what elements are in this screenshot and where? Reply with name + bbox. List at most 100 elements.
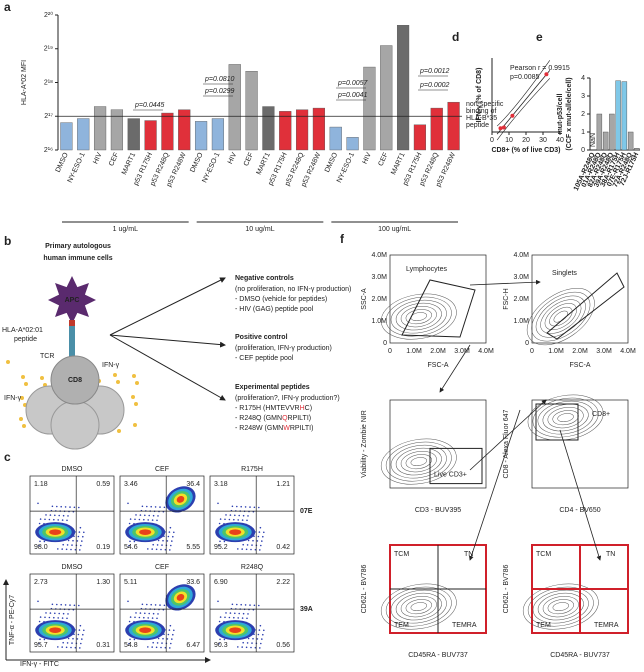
event (244, 506, 247, 508)
arrow (468, 409, 521, 561)
axis-label: CD8+ (% of live CD3) (491, 147, 560, 154)
event (79, 526, 82, 529)
event (78, 531, 81, 533)
event (260, 642, 262, 645)
event (151, 548, 153, 550)
event (78, 506, 80, 509)
event (56, 603, 58, 606)
event (61, 646, 63, 648)
bar (211, 118, 225, 151)
event (72, 539, 74, 542)
x-tick-label: 4.0M (620, 348, 636, 355)
event (133, 540, 136, 543)
gate-label: TEMRA (594, 622, 619, 629)
y-tick-label: 2.0M (371, 296, 387, 303)
event (156, 544, 159, 546)
event (233, 616, 235, 619)
highlight (531, 544, 581, 590)
x-tick-label: MART1 (256, 152, 272, 176)
event (77, 633, 80, 636)
event (156, 617, 158, 620)
point (501, 125, 506, 130)
event (44, 616, 46, 619)
event (253, 604, 256, 607)
event (254, 646, 257, 649)
event (39, 540, 41, 543)
event (246, 617, 248, 620)
density (229, 529, 242, 535)
event (43, 540, 46, 543)
event (61, 548, 63, 550)
contour (540, 299, 582, 334)
p-value: p=0.0041 (337, 92, 367, 99)
event (62, 612, 65, 615)
event (53, 518, 55, 521)
cd8-label: CD8 (68, 377, 82, 384)
x-tick-label: 4.0M (478, 348, 494, 355)
group-line: - HIV (GAG) peptide pool (235, 306, 314, 313)
axis-label: CD45RA - BUV737 (408, 652, 468, 659)
x-tick-label: DMSO (324, 151, 339, 173)
contour (557, 413, 574, 423)
bar (413, 124, 427, 151)
event (58, 612, 60, 615)
point (498, 126, 503, 131)
gate (401, 279, 476, 338)
contour (380, 438, 457, 485)
y-tick-label: 2.0M (513, 296, 529, 303)
quadrant-value: 3.46 (124, 481, 138, 488)
y-tick-label: 4.0M (371, 252, 387, 259)
plot-title: DMSO (62, 466, 84, 473)
contour (537, 400, 594, 435)
reference-label: binding of (466, 108, 496, 115)
axis-label: CD4 - BV650 (559, 507, 600, 514)
event (67, 539, 70, 542)
event (143, 518, 145, 521)
density (229, 627, 242, 633)
event (141, 505, 144, 508)
t-cell (50, 400, 100, 450)
event (65, 548, 68, 551)
gate-label: TEM (536, 622, 551, 629)
event (138, 518, 141, 521)
event (81, 540, 83, 542)
event (225, 612, 227, 614)
x-tick-label: NY-ESO-1 (201, 152, 221, 184)
event (157, 637, 160, 640)
event (241, 519, 244, 521)
event (143, 616, 145, 619)
event (51, 505, 54, 508)
event (72, 637, 74, 640)
event (61, 617, 64, 619)
event (241, 548, 243, 550)
contour (532, 589, 589, 624)
y-tick-label: 0 (525, 340, 529, 347)
group-line: - R248W (GMNWRPILTI) (235, 425, 313, 432)
event (164, 646, 167, 649)
y-tick-label: 3.0M (513, 274, 529, 281)
axis-label: mut-p53/cell (557, 94, 564, 135)
p-value: p=0.0012 (419, 68, 449, 75)
annotation: p=0.0085 (510, 74, 539, 81)
contour (390, 589, 447, 624)
event (71, 544, 73, 546)
contour (400, 306, 437, 328)
tcr-label: TCR (40, 353, 54, 360)
axis-label: CD45RA - BUV737 (550, 652, 610, 659)
gate (429, 447, 483, 485)
event (172, 535, 174, 538)
event (79, 647, 81, 649)
gate-label: TCM (394, 551, 409, 558)
group-label: 1 ug/mL (113, 226, 138, 233)
event (219, 638, 221, 641)
event (148, 612, 150, 615)
x-tick-label: HIV (362, 151, 373, 165)
flow-plot (29, 475, 115, 555)
cytokine (134, 402, 138, 406)
event (134, 616, 136, 619)
quadrant-value: 0.42 (276, 544, 290, 551)
group-line: - R248Q (GMNQRPILTI) (235, 415, 311, 422)
panel-label: a (4, 0, 11, 14)
contour (542, 596, 579, 618)
